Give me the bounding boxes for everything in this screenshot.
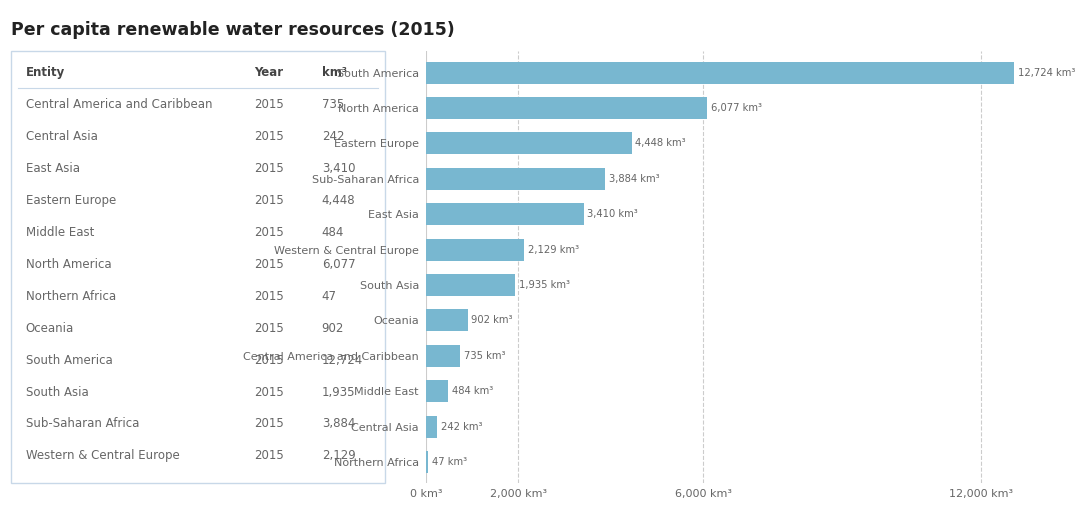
Text: 242 km³: 242 km³ <box>441 421 483 432</box>
Text: 47 km³: 47 km³ <box>432 457 467 467</box>
Text: Northern Africa: Northern Africa <box>26 289 116 303</box>
Text: Entity: Entity <box>26 66 65 79</box>
Text: 6,077: 6,077 <box>322 258 355 270</box>
Text: Middle East: Middle East <box>26 226 94 238</box>
Text: 4,448 km³: 4,448 km³ <box>635 138 686 149</box>
Bar <box>426 415 437 437</box>
Text: Sub-Saharan Africa: Sub-Saharan Africa <box>26 417 139 431</box>
Text: Year: Year <box>254 66 283 79</box>
Text: 2,129 km³: 2,129 km³ <box>528 245 579 254</box>
Bar <box>426 274 515 296</box>
Text: 12,724: 12,724 <box>322 354 363 366</box>
Text: 3,884: 3,884 <box>322 417 355 431</box>
Text: North America: North America <box>26 258 111 270</box>
Text: 1,935: 1,935 <box>322 386 355 398</box>
Text: 2015: 2015 <box>254 258 284 270</box>
Text: 902 km³: 902 km³ <box>471 316 513 325</box>
Text: 2015: 2015 <box>254 289 284 303</box>
Text: 2015: 2015 <box>254 130 284 143</box>
Text: Western & Central Europe: Western & Central Europe <box>26 449 179 463</box>
Bar <box>426 309 468 332</box>
Text: South America: South America <box>26 354 112 366</box>
Bar <box>426 345 460 366</box>
Bar <box>426 380 448 402</box>
Bar <box>426 62 1014 84</box>
Text: 6,077 km³: 6,077 km³ <box>711 103 761 113</box>
Text: Central Asia: Central Asia <box>26 130 97 143</box>
Text: 2015: 2015 <box>254 194 284 207</box>
Text: Oceania: Oceania <box>26 322 75 335</box>
Text: 484: 484 <box>322 226 345 238</box>
Bar <box>426 168 606 190</box>
Bar <box>426 203 583 225</box>
Text: 3,410: 3,410 <box>322 161 355 175</box>
Text: 2015: 2015 <box>254 354 284 366</box>
Text: South Asia: South Asia <box>26 386 89 398</box>
Text: East Asia: East Asia <box>26 161 80 175</box>
Bar <box>426 238 524 261</box>
Text: 2015: 2015 <box>254 322 284 335</box>
Text: Central America and Caribbean: Central America and Caribbean <box>26 98 213 111</box>
Bar <box>426 451 428 473</box>
Text: 12,724 km³: 12,724 km³ <box>1017 68 1075 78</box>
Text: 2,129: 2,129 <box>322 449 355 463</box>
Text: Eastern Europe: Eastern Europe <box>26 194 116 207</box>
Bar <box>426 97 706 119</box>
Text: 2015: 2015 <box>254 226 284 238</box>
Text: 4,448: 4,448 <box>322 194 355 207</box>
Text: 242: 242 <box>322 130 345 143</box>
Bar <box>426 133 632 154</box>
Text: 735: 735 <box>322 98 345 111</box>
Text: 2015: 2015 <box>254 161 284 175</box>
Text: 47: 47 <box>322 289 337 303</box>
Text: 3,884 km³: 3,884 km³ <box>609 174 660 184</box>
Text: 2015: 2015 <box>254 449 284 463</box>
Text: Per capita renewable water resources (2015): Per capita renewable water resources (20… <box>11 21 455 39</box>
Text: 484 km³: 484 km³ <box>453 386 494 396</box>
Text: km³: km³ <box>322 66 347 79</box>
Text: 1,935 km³: 1,935 km³ <box>519 280 570 290</box>
Text: 2015: 2015 <box>254 417 284 431</box>
Text: 3,410 km³: 3,410 km³ <box>588 209 638 219</box>
Text: 735 km³: 735 km³ <box>463 351 505 361</box>
Text: 2015: 2015 <box>254 386 284 398</box>
Text: 902: 902 <box>322 322 345 335</box>
Text: 2015: 2015 <box>254 98 284 111</box>
